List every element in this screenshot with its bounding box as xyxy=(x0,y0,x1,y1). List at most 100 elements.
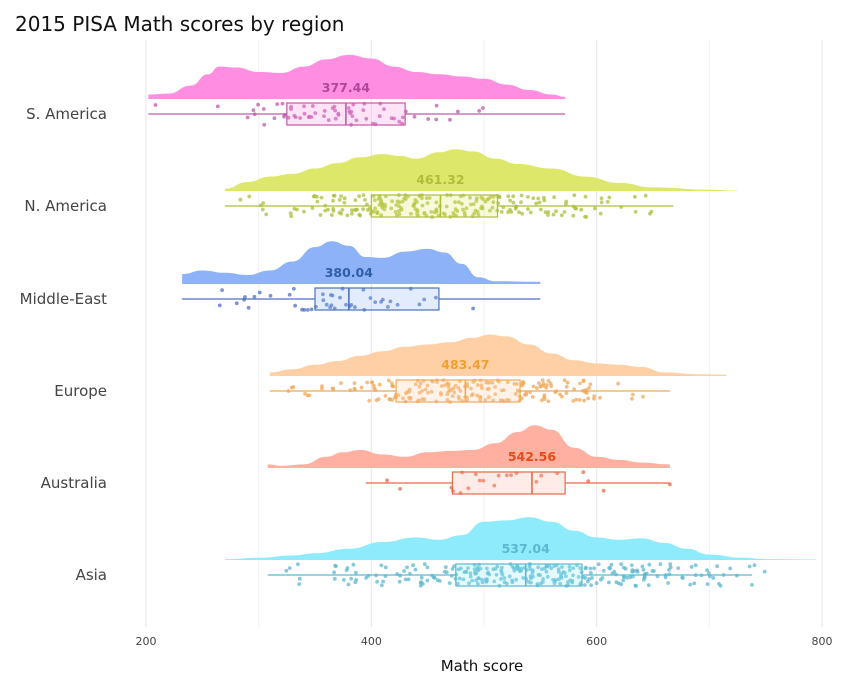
data-point xyxy=(398,487,402,491)
box xyxy=(451,471,566,495)
x-tick-label: 600 xyxy=(586,635,607,648)
data-point xyxy=(472,567,477,571)
data-point xyxy=(457,576,462,581)
data-point xyxy=(496,473,501,478)
x-tick-label: 400 xyxy=(361,635,382,648)
data-point xyxy=(280,101,285,106)
data-point xyxy=(491,195,496,199)
data-point xyxy=(496,379,501,384)
data-point xyxy=(415,209,420,213)
data-point xyxy=(425,578,430,583)
data-point xyxy=(693,563,698,568)
data-point xyxy=(534,201,539,206)
data-point xyxy=(544,383,549,387)
data-point xyxy=(364,116,369,121)
data-point xyxy=(521,379,525,384)
data-point xyxy=(546,213,550,217)
data-point xyxy=(598,577,603,582)
data-point xyxy=(371,383,376,388)
data-point xyxy=(351,102,356,107)
data-point xyxy=(747,564,752,569)
data-point xyxy=(291,385,296,389)
data-point xyxy=(361,108,366,112)
data-point xyxy=(238,197,243,202)
data-point xyxy=(331,387,336,391)
data-point xyxy=(425,383,430,388)
data-point xyxy=(475,393,480,398)
data-point xyxy=(344,302,348,307)
data-point xyxy=(434,208,439,213)
data-point xyxy=(515,563,519,568)
data-point xyxy=(397,579,402,584)
data-point xyxy=(493,392,498,397)
data-point xyxy=(481,106,485,110)
data-point xyxy=(420,203,425,208)
data-point xyxy=(616,581,621,586)
data-point xyxy=(715,564,719,569)
data-point xyxy=(607,565,612,570)
data-point xyxy=(572,193,577,198)
data-point xyxy=(445,382,450,387)
data-point xyxy=(389,116,394,121)
data-point xyxy=(492,483,497,488)
region-label: Europe xyxy=(54,382,107,400)
data-point xyxy=(488,208,492,213)
data-point xyxy=(365,380,369,385)
data-point xyxy=(359,385,364,390)
data-point xyxy=(403,577,408,582)
data-point xyxy=(293,115,298,119)
data-point xyxy=(406,577,411,582)
data-point xyxy=(292,206,297,211)
data-point xyxy=(478,566,483,571)
data-point xyxy=(666,581,671,585)
data-point xyxy=(386,378,391,383)
data-point xyxy=(571,566,576,570)
chart-title: 2015 PISA Math scores by region xyxy=(15,12,344,36)
data-point xyxy=(530,395,535,399)
data-point xyxy=(389,381,394,385)
data-point xyxy=(288,211,293,216)
data-point xyxy=(499,210,504,214)
data-point xyxy=(291,286,296,291)
data-point xyxy=(588,382,593,387)
data-point xyxy=(560,565,564,569)
data-point xyxy=(574,206,578,211)
data-point xyxy=(556,570,561,574)
data-point xyxy=(546,399,551,404)
data-point xyxy=(417,398,421,403)
data-point xyxy=(601,488,606,493)
data-point xyxy=(592,396,596,401)
data-point xyxy=(310,104,315,108)
data-point xyxy=(463,213,467,218)
data-point xyxy=(361,193,366,198)
data-point xyxy=(564,574,568,578)
data-point xyxy=(531,384,536,389)
data-point xyxy=(621,565,626,570)
data-point xyxy=(413,198,418,202)
data-point xyxy=(444,204,449,209)
data-point xyxy=(507,574,512,579)
data-point xyxy=(422,562,427,567)
data-point xyxy=(431,379,435,384)
data-point xyxy=(612,569,617,574)
median-label: 461.32 xyxy=(416,172,464,187)
data-point xyxy=(576,575,581,579)
data-point xyxy=(728,566,733,571)
data-point xyxy=(473,472,478,477)
data-point xyxy=(305,308,310,312)
data-point xyxy=(220,288,225,292)
data-point xyxy=(509,473,513,477)
data-point xyxy=(635,570,640,574)
data-point xyxy=(321,298,326,303)
data-point xyxy=(570,580,575,585)
data-point xyxy=(538,384,543,388)
data-point xyxy=(368,296,373,300)
data-point xyxy=(586,579,590,584)
data-point xyxy=(566,580,570,584)
data-point xyxy=(535,386,539,391)
data-point xyxy=(477,478,482,483)
data-point xyxy=(320,386,324,391)
data-point xyxy=(451,211,456,215)
data-point xyxy=(443,565,448,569)
data-point xyxy=(390,199,394,204)
